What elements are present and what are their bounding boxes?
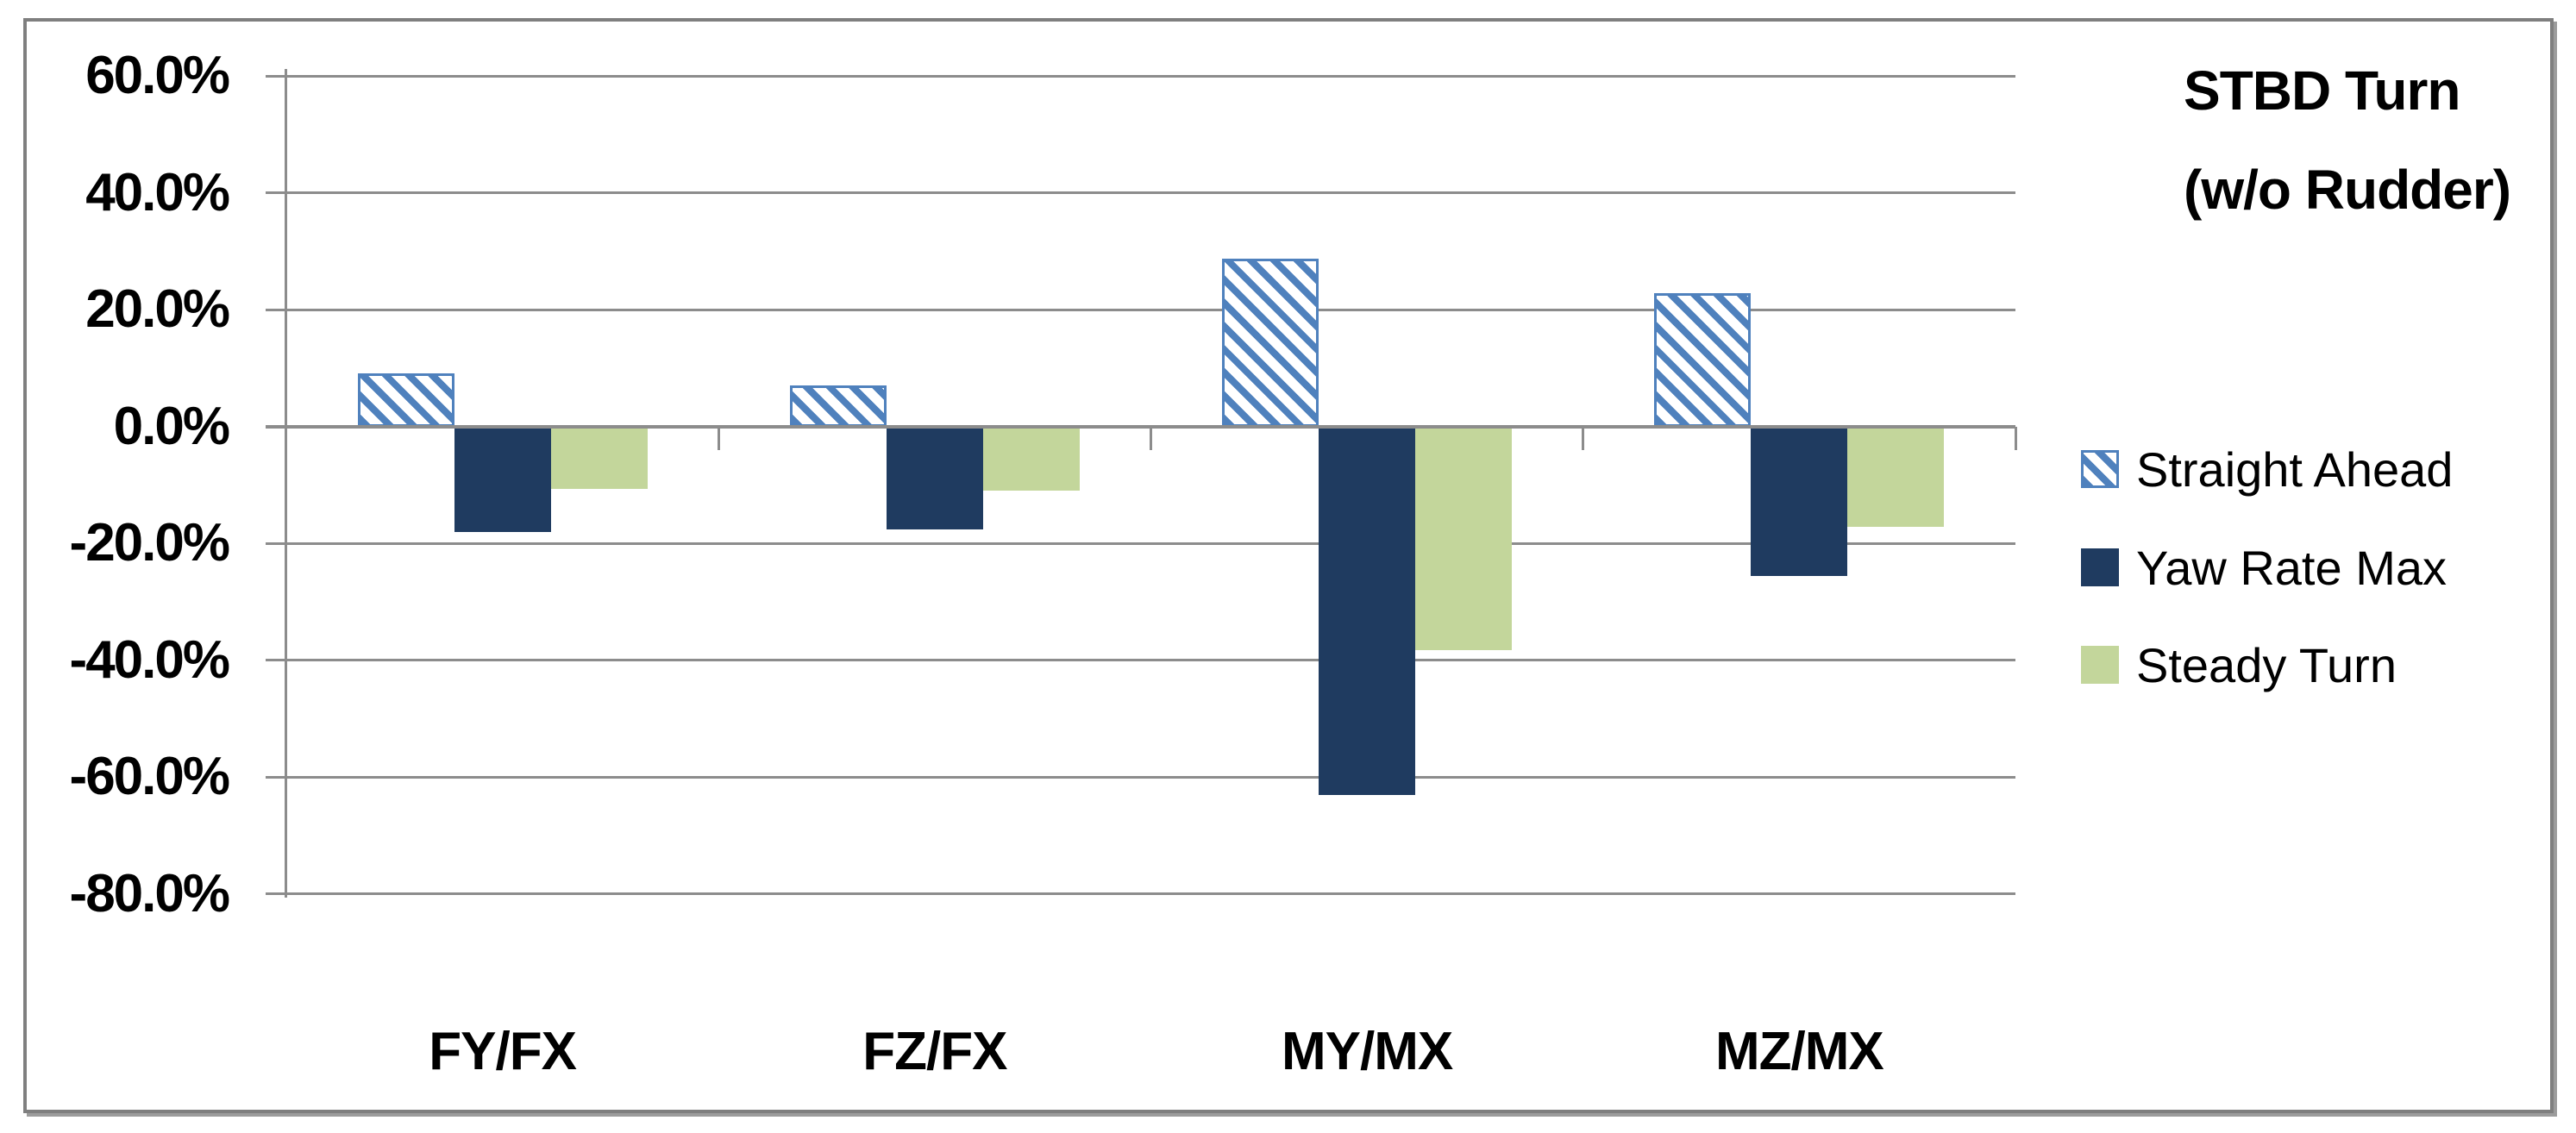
chart-title-line-2: (w/o Rudder) <box>2184 159 2511 221</box>
category-boundary-tick-1 <box>717 426 720 450</box>
legend-label-straight-ahead: Straight Ahead <box>2136 441 2454 497</box>
y-tick-label--80: -80.0% <box>69 863 230 923</box>
y-tick-label-0: 0.0% <box>113 396 230 456</box>
gridline--80 <box>286 892 2015 896</box>
category-axis-line <box>266 424 2015 429</box>
bar-yaw-rate-max-fy-fx <box>454 426 551 533</box>
legend-item-straight-ahead: Straight Ahead <box>2081 441 2454 497</box>
bar-steady-turn-my-mx <box>1415 426 1513 650</box>
chart-outer-frame <box>23 18 2554 1113</box>
gridline--60 <box>286 775 2015 779</box>
y-axis-tick-20 <box>266 308 288 311</box>
legend-swatch-hatched-icon <box>2081 450 2119 488</box>
gridline-40 <box>286 191 2015 195</box>
bar-yaw-rate-max-mz-mx <box>1751 426 1848 577</box>
y-tick-label--40: -40.0% <box>69 629 230 690</box>
bar-steady-turn-mz-mx <box>1847 426 1945 527</box>
bar-straight-ahead-mz-mx <box>1654 293 1752 427</box>
category-label-my-mx: MY/MX <box>1282 1022 1453 1081</box>
bar-steady-turn-fy-fx <box>550 426 648 489</box>
gridline--20 <box>286 541 2015 545</box>
category-boundary-tick-2 <box>1150 426 1152 450</box>
y-tick-label--60: -60.0% <box>69 747 230 807</box>
chart-title-line-1: STBD Turn <box>2184 59 2460 122</box>
category-boundary-tick-4 <box>2014 426 2017 450</box>
gridline--40 <box>286 659 2015 662</box>
bar-straight-ahead-fz-fx <box>789 385 887 427</box>
y-axis-tick-40 <box>266 191 288 195</box>
category-boundary-tick-3 <box>1582 426 1585 450</box>
legend-item-steady-turn: Steady Turn <box>2081 637 2397 692</box>
category-label-mz-mx: MZ/MX <box>1715 1022 1884 1081</box>
legend-swatch-green-icon <box>2081 646 2119 684</box>
bar-yaw-rate-max-my-mx <box>1319 426 1416 796</box>
legend-label-steady-turn: Steady Turn <box>2136 637 2397 692</box>
category-label-fy-fx: FY/FX <box>429 1022 577 1081</box>
y-tick-label-40: 40.0% <box>85 162 230 222</box>
bar-straight-ahead-fy-fx <box>357 373 454 427</box>
legend-item-yaw-rate-max: Yaw Rate Max <box>2081 540 2447 595</box>
category-label-fz-fx: FZ/FX <box>862 1022 1007 1081</box>
y-axis-line <box>285 69 287 898</box>
gridline-20 <box>286 308 2015 311</box>
y-axis-tick--60 <box>266 775 288 779</box>
bar-steady-turn-fz-fx <box>982 426 1080 491</box>
y-axis-tick--80 <box>266 892 288 896</box>
bar-yaw-rate-max-fz-fx <box>886 426 983 529</box>
legend-label-yaw-rate-max: Yaw Rate Max <box>2136 540 2447 595</box>
y-tick-label--20: -20.0% <box>69 513 230 573</box>
y-axis-tick-60 <box>266 74 288 78</box>
gridline-60 <box>286 74 2015 78</box>
y-axis-tick--40 <box>266 659 288 662</box>
legend-swatch-navy-icon <box>2081 548 2119 586</box>
y-axis-tick--20 <box>266 541 288 545</box>
y-tick-label-20: 20.0% <box>85 279 230 340</box>
bar-straight-ahead-my-mx <box>1222 259 1319 427</box>
y-tick-label-60: 60.0% <box>85 46 230 106</box>
